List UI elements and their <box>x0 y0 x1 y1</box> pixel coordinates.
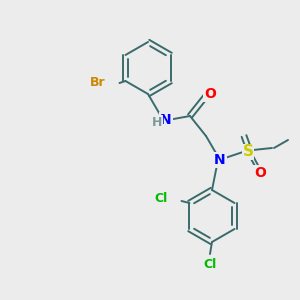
Text: O: O <box>204 87 216 101</box>
Text: Cl: Cl <box>203 257 217 271</box>
Text: N: N <box>160 113 172 127</box>
Text: Cl: Cl <box>154 193 167 206</box>
Text: N: N <box>214 153 226 167</box>
Text: H: H <box>152 116 162 128</box>
Text: Br: Br <box>90 76 106 89</box>
Text: S: S <box>242 145 253 160</box>
Text: O: O <box>254 166 266 180</box>
